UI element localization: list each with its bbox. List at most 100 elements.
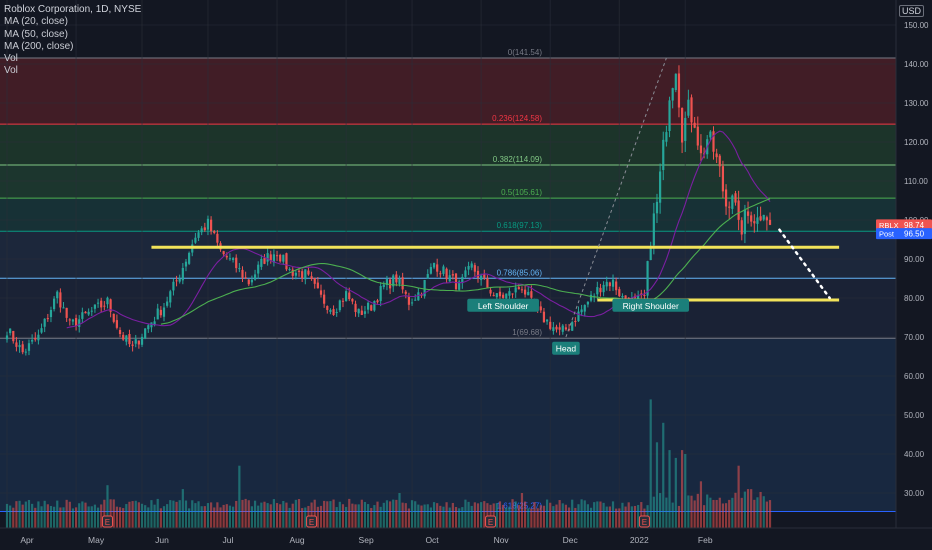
candle-body — [382, 284, 385, 288]
candle-body — [388, 279, 392, 289]
candle-body — [323, 294, 326, 304]
candle-body — [652, 213, 655, 246]
indicator-ma50[interactable]: MA (50, close) — [4, 28, 68, 40]
pattern-label-box[interactable] — [467, 298, 539, 312]
candle-body — [596, 287, 599, 295]
volume-bar — [627, 502, 630, 528]
candle-body — [363, 311, 367, 314]
earnings-marker[interactable] — [485, 515, 497, 528]
symbol-title[interactable]: Roblox Corporation, 1D, NYSE — [4, 4, 142, 15]
earnings-marker[interactable] — [638, 515, 650, 528]
volume-bar — [310, 502, 313, 528]
candle-body — [194, 237, 197, 243]
volume-bar — [461, 507, 464, 528]
candle-body — [637, 295, 640, 301]
candle-body — [643, 294, 646, 296]
volume-bar — [106, 485, 109, 528]
candle-body — [31, 340, 34, 342]
trend-line[interactable] — [565, 57, 667, 338]
volume-bar — [147, 507, 150, 528]
volume-bar — [304, 507, 307, 528]
time-tick-label: 2022 — [630, 535, 649, 545]
pattern-label-box[interactable] — [612, 298, 689, 312]
volume-bar — [335, 507, 338, 528]
currency-label[interactable]: USD — [898, 5, 924, 17]
indicator-ma20[interactable]: MA (20, close) — [4, 16, 68, 28]
candle-body — [621, 296, 624, 298]
price-badge[interactable] — [876, 219, 932, 231]
volume-bar — [458, 508, 461, 528]
candle-body — [724, 189, 728, 207]
volume-bar — [288, 507, 291, 528]
time-tick-label: Feb — [698, 535, 713, 545]
candle-body — [269, 254, 272, 261]
pattern-label: Right Shoulder — [623, 301, 679, 311]
volume-bar — [410, 500, 414, 528]
earnings-marker[interactable] — [306, 515, 318, 528]
volume-bar — [87, 506, 90, 528]
price-tick-label: 130.00 — [904, 99, 929, 108]
candle-body — [156, 308, 159, 320]
indicator-ma200[interactable]: MA (200, close) — [4, 40, 74, 52]
indicator-vol[interactable]: Vol — [4, 53, 18, 65]
price-badge[interactable] — [876, 228, 932, 240]
candle-body — [756, 217, 759, 224]
pattern-label-box[interactable] — [552, 341, 580, 355]
volume-bar — [323, 500, 326, 528]
volume-bar — [12, 507, 15, 528]
volume-bar — [43, 500, 46, 528]
chart-legend: Roblox Corporation, 1D, NYSE MA (20, clo… — [4, 4, 141, 78]
candle-body — [426, 274, 429, 279]
volume-bar — [90, 506, 93, 528]
volume-bar — [357, 504, 360, 528]
volume-bar — [659, 493, 662, 528]
candle-body — [297, 270, 301, 272]
candle-body — [765, 217, 768, 221]
candle-body — [140, 336, 144, 345]
candle-body — [454, 273, 458, 290]
candle-body — [492, 295, 495, 297]
volume-bar — [360, 499, 363, 528]
volume-bar — [734, 492, 737, 528]
volume-bar — [520, 493, 524, 528]
volume-bar — [524, 501, 527, 528]
volume-bar — [257, 505, 260, 528]
candle-body — [12, 330, 15, 342]
candle-body — [649, 247, 652, 261]
volume-bar — [737, 465, 740, 528]
candle-body — [376, 300, 379, 303]
earnings-marker[interactable] — [101, 515, 113, 528]
volume-bar — [200, 506, 203, 528]
volume-bar — [15, 501, 18, 528]
volume-bar — [162, 506, 166, 528]
volume-bar — [467, 501, 470, 528]
candle-body — [762, 214, 765, 220]
volume-bar — [668, 450, 671, 528]
indicator-vol-2[interactable]: Vol — [4, 65, 18, 77]
volume-bar — [599, 501, 602, 528]
volume-bar — [153, 504, 156, 528]
volume-bar — [768, 500, 772, 528]
volume-bar — [96, 507, 100, 528]
candle-body — [96, 302, 100, 304]
candle-body — [266, 253, 269, 262]
volume-bar — [338, 501, 341, 528]
volume-bar — [674, 457, 677, 528]
volume-bar — [112, 499, 115, 528]
projection-line[interactable] — [778, 228, 831, 300]
candle-body — [301, 271, 304, 279]
volume-bar — [530, 508, 533, 528]
volume-bar — [56, 500, 59, 528]
volume-bar — [175, 501, 178, 528]
candle-body — [715, 153, 718, 158]
volume-bar — [470, 505, 473, 528]
fib-band — [0, 198, 896, 232]
volume-bar — [178, 500, 181, 528]
candle-body — [442, 266, 445, 274]
volume-bar — [166, 504, 169, 528]
candle-body — [115, 320, 118, 328]
candle-body — [360, 310, 363, 315]
volume-bar — [313, 499, 316, 528]
volume-bar — [505, 507, 508, 528]
